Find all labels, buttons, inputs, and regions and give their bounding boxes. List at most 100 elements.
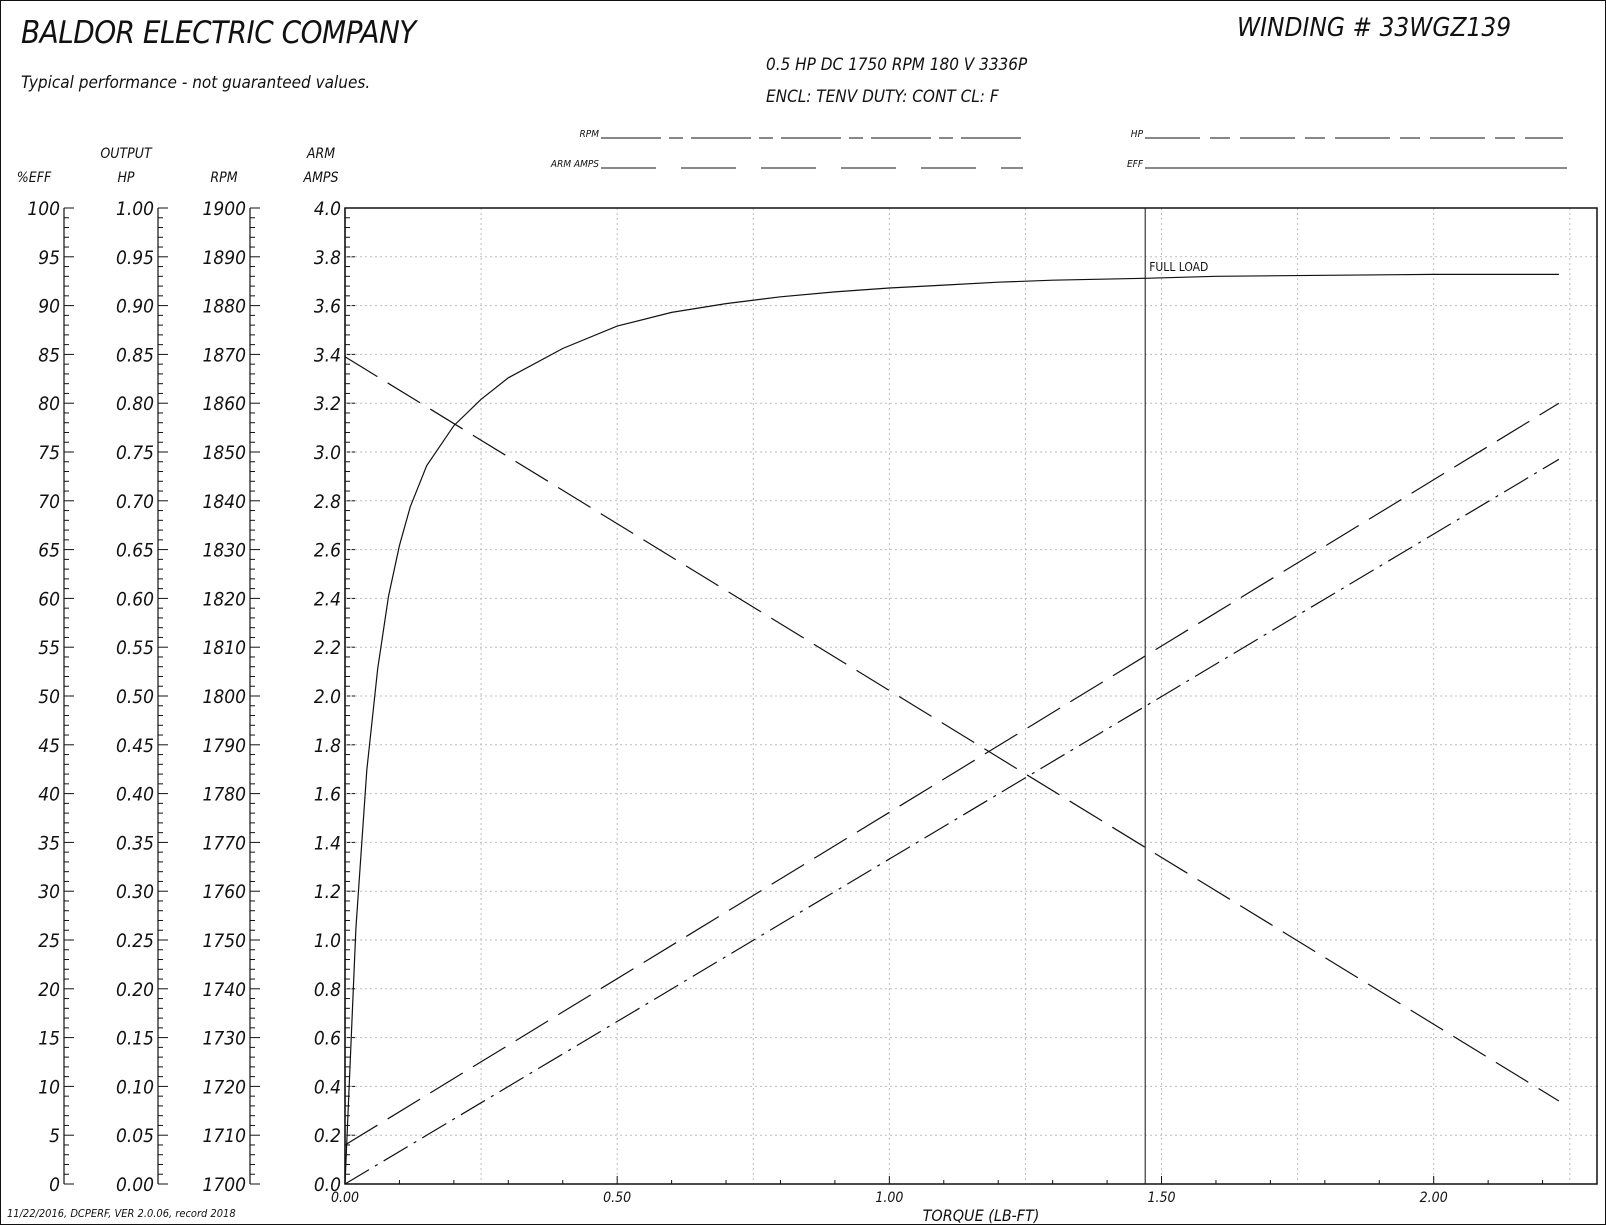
axis-hp-tick-label: 0.70	[116, 491, 154, 513]
axis-eff-tick-label: 90	[38, 296, 60, 318]
axis-amps-tick-label: 0.2	[314, 1125, 341, 1147]
series-eff-line	[344, 273, 1559, 1185]
axis-hp-header: HP	[117, 170, 134, 186]
axis-hp-tick-label: 0.10	[116, 1076, 154, 1098]
axis-amps-tick-label: 2.4	[314, 588, 341, 610]
x-axis-tick-label: 0.50	[603, 1190, 631, 1206]
axis-amps-header-top: ARM	[306, 146, 335, 162]
x-axis-tick-label: 1.00	[875, 1190, 903, 1206]
axis-eff-tick-label: 100	[27, 198, 60, 220]
axis-eff-tick-label: 35	[38, 832, 60, 854]
axis-rpm-tick-label: 1700	[203, 1174, 247, 1196]
x-axis-title: TORQUE (LB-FT)	[923, 1206, 1040, 1224]
axis-amps-tick-label: 2.0	[314, 686, 341, 708]
full-load-label: FULL LOAD	[1149, 260, 1208, 274]
axis-amps-tick-label: 3.6	[314, 296, 341, 318]
axis-rpm-tick-label: 1790	[203, 735, 247, 757]
axis-amps-tick-label: 1.2	[314, 881, 341, 903]
axis-amps-tick-label: 1.4	[314, 832, 341, 854]
axis-eff-tick-label: 5	[49, 1125, 60, 1147]
axis-rpm-tick-label: 1860	[203, 393, 247, 415]
series-hp-line	[344, 402, 1560, 1146]
axis-hp-tick-label: 0.50	[116, 686, 154, 708]
axis-eff-tick-label: 20	[38, 979, 60, 1001]
axis-rpm-tick-label: 1770	[203, 832, 247, 854]
axis-amps-tick-label: 3.0	[314, 442, 341, 464]
axis-amps-tick-label: 1.8	[314, 735, 341, 757]
axis-rpm: RPM 1700 1710 1720 1730 1740 1750 1760 1770 1780 1…	[203, 170, 260, 1196]
axis-rpm-header: RPM	[210, 170, 237, 186]
series-amps-line	[344, 458, 1560, 1185]
axis-hp-tick-label: 0.55	[116, 637, 154, 659]
disclaimer-text: Typical performance - not guaranteed val…	[21, 73, 371, 93]
axis-rpm-tick-label: 1750	[203, 930, 247, 952]
axis-eff-tick-label: 95	[38, 247, 60, 269]
axis-hp-tick-label: 0.20	[116, 979, 154, 1001]
axis-eff-tick-label: 30	[38, 881, 60, 903]
axis-eff-tick-label: 55	[38, 637, 60, 659]
series-rpm-line	[344, 356, 1560, 1102]
axis-amps-tick-label: 3.2	[314, 393, 341, 415]
plot-frame	[344, 207, 1598, 1185]
axis-amps-tick-label: 2.2	[314, 637, 341, 659]
axis-amps-tick-label: 0.0	[314, 1174, 341, 1196]
footer-record: 11/22/2016, DCPERF, VER 2.0.06, record 2…	[7, 1207, 236, 1220]
axis-eff-tick-label: 25	[38, 930, 60, 952]
axis-amps-tick-label: 2.8	[314, 491, 341, 513]
motor-spec-line-2: ENCL: TENV DUTY: CONT CL: F	[766, 87, 999, 107]
axis-eff-tick-label: 45	[38, 735, 60, 757]
axis-rpm-tick-label: 1900	[203, 198, 247, 220]
axis-eff-tick-label: 0	[49, 1174, 60, 1196]
axis-hp-tick-label: 0.25	[116, 930, 154, 952]
axis-amps-tick-label: 1.0	[314, 930, 341, 952]
axis-amps-tick-label: 3.4	[314, 344, 341, 366]
axis-hp-header-top: OUTPUT	[100, 146, 153, 162]
axis-eff-tick-label: 65	[38, 540, 60, 562]
axis-rpm-tick-label: 1780	[203, 784, 247, 806]
axis-eff-header: %EFF	[17, 170, 52, 186]
axis-eff-tick-label: 70	[38, 491, 60, 513]
axis-amps-tick-label: 0.4	[314, 1076, 341, 1098]
axis-rpm-tick-label: 1730	[203, 1028, 247, 1050]
axis-amps: ARM AMPS 0.0 0.2 0.4 0.6 0.8 1.0 1.2 1.4 1.6 1.8 2.0…	[302, 146, 355, 1196]
axis-hp-tick-label: 0.95	[116, 247, 154, 269]
axis-eff-tick-label: 15	[38, 1028, 60, 1050]
axis-hp-tick-label: 0.85	[116, 344, 154, 366]
axis-rpm-tick-label: 1880	[203, 296, 247, 318]
axis-hp-tick-label: 1.00	[116, 198, 154, 220]
axis-rpm-tick-label: 1710	[203, 1125, 247, 1147]
axis-rpm-tick-label: 1800	[203, 686, 247, 708]
axis-rpm-tick-label: 1850	[203, 442, 247, 464]
axis-amps-header: AMPS	[302, 170, 338, 186]
legend-eff-label: EFF	[1127, 159, 1144, 170]
axis-hp-tick-label: 0.15	[116, 1028, 154, 1050]
line-style-legend: RPM ARM AMPS HP EFF	[550, 129, 1567, 170]
motor-spec-line-1: 0.5 HP DC 1750 RPM 180 V 3336P	[766, 55, 1028, 75]
x-axis-tick-label: 0.00	[331, 1190, 359, 1206]
axis-hp-tick-label: 0.90	[116, 296, 154, 318]
axis-hp-tick-label: 0.60	[116, 588, 154, 610]
axis-eff-tick-label: 10	[38, 1076, 60, 1098]
axis-hp: OUTPUT HP 0.00 0.05 0.10 0.15 0.20 0.25 0.30 0.35…	[100, 146, 168, 1196]
axis-hp-tick-label: 0.65	[116, 540, 154, 562]
company-name: BALDOR ELECTRIC COMPANY	[21, 15, 416, 51]
winding-number: WINDING # 33WGZ139	[1237, 13, 1512, 43]
x-axis-tick-label: 2.00	[1420, 1190, 1448, 1206]
axis-rpm-tick-label: 1820	[203, 588, 247, 610]
axis-hp-tick-label: 0.75	[116, 442, 154, 464]
legend-arm-amps-label: ARM AMPS	[550, 159, 599, 170]
axis-hp-tick-label: 0.45	[116, 735, 154, 757]
axis-rpm-tick-label: 1810	[203, 637, 247, 659]
axis-eff: %EFF 0 5 10 15 20 25 30 35 40 45 50 55 60 65 70 75 80 85 90…	[17, 170, 74, 1196]
axis-amps-tick-label: 2.6	[314, 540, 341, 562]
axis-eff-tick-label: 50	[38, 686, 60, 708]
axis-hp-tick-label: 0.00	[116, 1174, 154, 1196]
axis-rpm-tick-label: 1760	[203, 881, 247, 903]
axis-eff-tick-label: 40	[38, 784, 60, 806]
axis-rpm-tick-label: 1740	[203, 979, 247, 1001]
legend-hp-label: HP	[1131, 129, 1144, 140]
axis-rpm-tick-label: 1720	[203, 1076, 247, 1098]
axis-hp-tick-label: 0.35	[116, 832, 154, 854]
